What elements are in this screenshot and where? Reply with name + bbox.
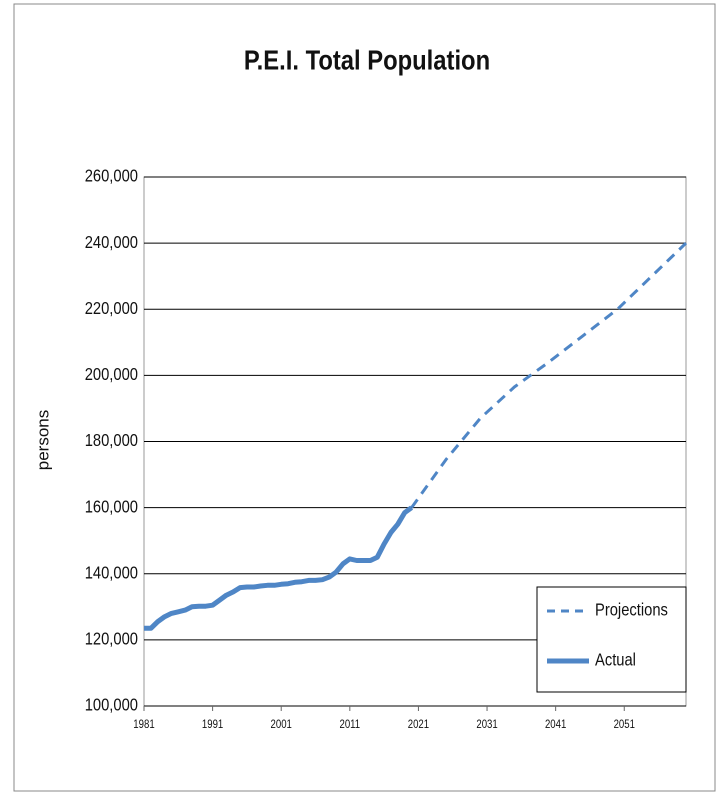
legend-label: Projections xyxy=(595,600,668,620)
x-tick-label: 2011 xyxy=(340,718,361,731)
y-tick-label: 140,000 xyxy=(85,563,138,583)
y-tick-label: 100,000 xyxy=(85,695,138,715)
legend-label: Actual xyxy=(595,650,636,670)
y-tick-label: 200,000 xyxy=(85,365,138,385)
y-tick-label: 120,000 xyxy=(85,629,138,649)
series-line xyxy=(144,505,414,631)
y-axis-label: persons xyxy=(33,410,52,470)
y-tick-label: 160,000 xyxy=(85,497,138,517)
y-tick-label: 240,000 xyxy=(85,233,138,253)
chart-title: P.E.I. Total Population xyxy=(244,44,490,76)
x-tick-label: 1991 xyxy=(202,718,223,731)
y-tick-label: 180,000 xyxy=(85,431,138,451)
x-tick-label: 2001 xyxy=(271,718,292,731)
x-tick-label: 2021 xyxy=(408,718,429,731)
x-tick-label: 2051 xyxy=(614,718,635,731)
legend-box xyxy=(536,586,687,693)
x-tick-label: 1981 xyxy=(133,718,154,731)
series-line xyxy=(410,242,688,509)
y-tick-label: 260,000 xyxy=(85,166,138,186)
x-tick-label: 2031 xyxy=(476,718,497,731)
x-tick-label: 2041 xyxy=(545,718,566,731)
y-tick-label: 220,000 xyxy=(85,299,138,319)
